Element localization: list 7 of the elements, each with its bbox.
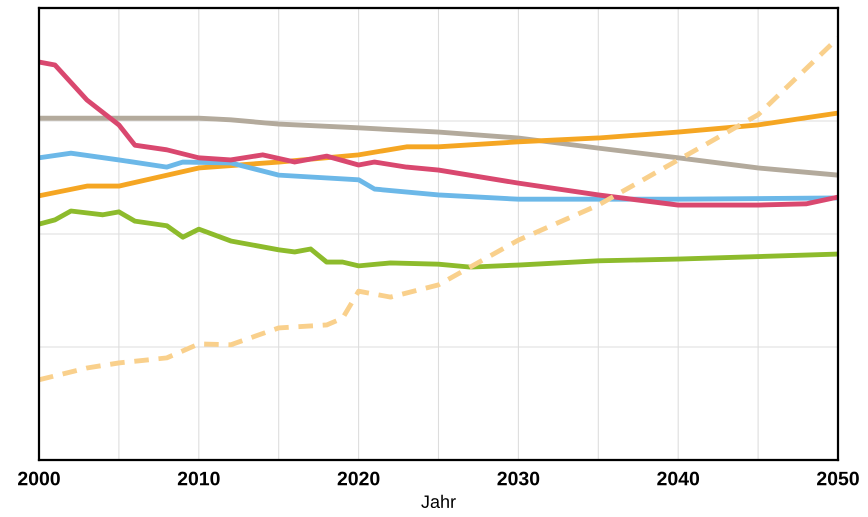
- x-tick-label: 2010: [178, 472, 220, 486]
- x-tick-label: 2040: [657, 472, 700, 486]
- x-tick-label: 2020: [338, 472, 380, 486]
- x-axis-title: Jahr: [421, 494, 456, 508]
- x-tick-label: 2030: [497, 472, 540, 486]
- x-tick-label: 2000: [18, 472, 60, 486]
- x-tick-label: 2050: [817, 472, 859, 486]
